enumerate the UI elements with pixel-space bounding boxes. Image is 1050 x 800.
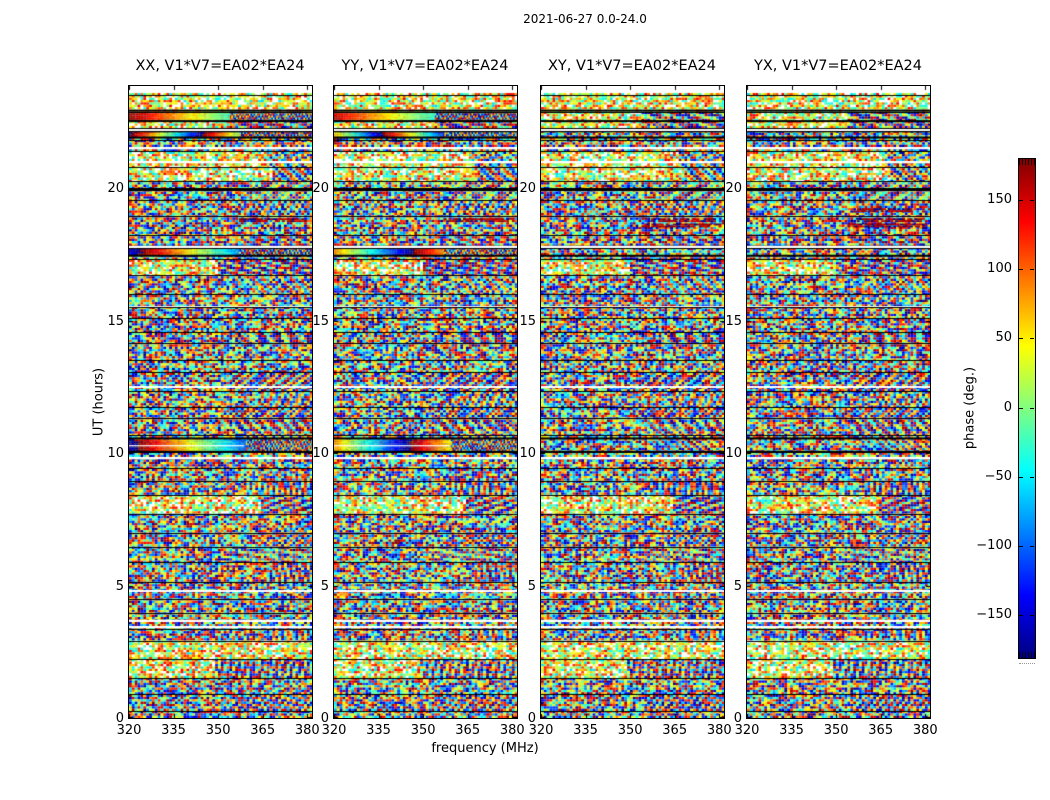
y-tick-label: 20 (725, 181, 742, 196)
colorbar-tick-label: 50 (995, 330, 1012, 346)
colorbar-tick-mark (1030, 408, 1034, 409)
x-tick-label: 350 (205, 723, 231, 738)
y-tick-label: 0 (115, 711, 124, 726)
y-tick-label: 15 (107, 313, 124, 329)
x-tick-label: 320 (528, 723, 554, 738)
y-tick-label: 5 (115, 578, 124, 594)
x-tick-label: 380 (706, 723, 732, 738)
y-tick-label: 5 (527, 578, 536, 594)
x-tick-label: 365 (868, 723, 894, 738)
colorbar-tick-label: −50 (984, 468, 1012, 484)
colorbar-tick-mark (1030, 338, 1034, 339)
colorbar-tick-label: −150 (976, 607, 1012, 623)
colorbar (1018, 158, 1036, 659)
panel-title-xx: XX, V1*V7=EA02*EA24 (135, 58, 305, 74)
heatmap-canvas-xx (129, 86, 312, 718)
panel-title-yx: YX, V1*V7=EA02*EA24 (753, 58, 922, 74)
figure-title: 2021-06-27 0.0-24.0 (523, 12, 647, 26)
x-tick-label: 320 (321, 723, 347, 738)
panel-title-yy: YY, V1*V7=EA02*EA24 (341, 58, 509, 74)
panel-title-xy: XY, V1*V7=EA02*EA24 (547, 58, 716, 74)
x-tick-label: 380 (294, 723, 320, 738)
heatmap-canvas-yx (747, 86, 930, 718)
colorbar-tick-mark (1019, 615, 1023, 616)
x-tick-label: 320 (116, 723, 142, 738)
colorbar-top-hatch (1019, 159, 1035, 165)
colorbar-tick-label: 150 (987, 191, 1012, 207)
y-tick-label: 10 (107, 446, 124, 461)
colorbar-tick-mark (1019, 408, 1023, 409)
y-tick-label: 10 (725, 446, 742, 461)
y-axis-label: UT (hours) (91, 367, 107, 437)
x-tick-label: 365 (662, 723, 688, 738)
y-tick-label: 5 (320, 578, 329, 594)
colorbar-tick-mark (1019, 477, 1023, 478)
colorbar-tick-mark (1019, 546, 1023, 547)
colorbar-tick-label: 100 (987, 260, 1012, 276)
x-tick-label: 335 (366, 723, 391, 738)
colorbar-tick-mark (1019, 200, 1023, 201)
y-tick-label: 10 (519, 446, 536, 461)
y-tick-label: 0 (733, 711, 742, 726)
x-tick-label: 335 (161, 723, 186, 738)
colorbar-tick-mark (1030, 615, 1034, 616)
y-tick-label: 10 (312, 446, 329, 461)
colorbar-underline-dots (1019, 663, 1035, 664)
x-tick-label: 335 (573, 723, 598, 738)
colorbar-tick-label: 0 (1003, 399, 1012, 415)
y-tick-label: 15 (312, 313, 329, 329)
colorbar-tick-mark (1030, 546, 1034, 547)
x-tick-label: 380 (499, 723, 525, 738)
y-tick-label: 0 (527, 711, 536, 726)
x-tick-label: 320 (734, 723, 760, 738)
x-tick-label: 350 (410, 723, 436, 738)
x-tick-label: 335 (779, 723, 804, 738)
x-tick-label: 365 (455, 723, 481, 738)
y-tick-label: 20 (519, 181, 536, 196)
x-tick-label: 380 (912, 723, 938, 738)
x-tick-label: 350 (823, 723, 849, 738)
colorbar-tick-mark (1019, 269, 1023, 270)
panel-xx (128, 85, 313, 719)
panel-yy (333, 85, 518, 719)
colorbar-bottom-hatch (1019, 652, 1035, 658)
colorbar-tick-mark (1030, 477, 1034, 478)
x-tick-label: 350 (617, 723, 643, 738)
colorbar-tick-mark (1030, 200, 1034, 201)
y-tick-label: 15 (519, 313, 536, 329)
colorbar-tick-label: −100 (976, 538, 1012, 554)
y-tick-label: 15 (725, 313, 742, 329)
colorbar-tick-mark (1019, 338, 1023, 339)
x-tick-label: 365 (250, 723, 276, 738)
colorbar-tick-mark (1030, 269, 1034, 270)
x-axis-label: frequency (MHz) (431, 741, 539, 756)
y-tick-label: 0 (320, 711, 329, 726)
heatmap-canvas-yy (334, 86, 517, 718)
y-tick-label: 20 (107, 181, 124, 196)
y-tick-label: 20 (312, 181, 329, 196)
panel-xy (540, 85, 725, 719)
panel-yx (746, 85, 931, 719)
y-tick-label: 5 (733, 578, 742, 594)
heatmap-canvas-xy (541, 86, 724, 718)
